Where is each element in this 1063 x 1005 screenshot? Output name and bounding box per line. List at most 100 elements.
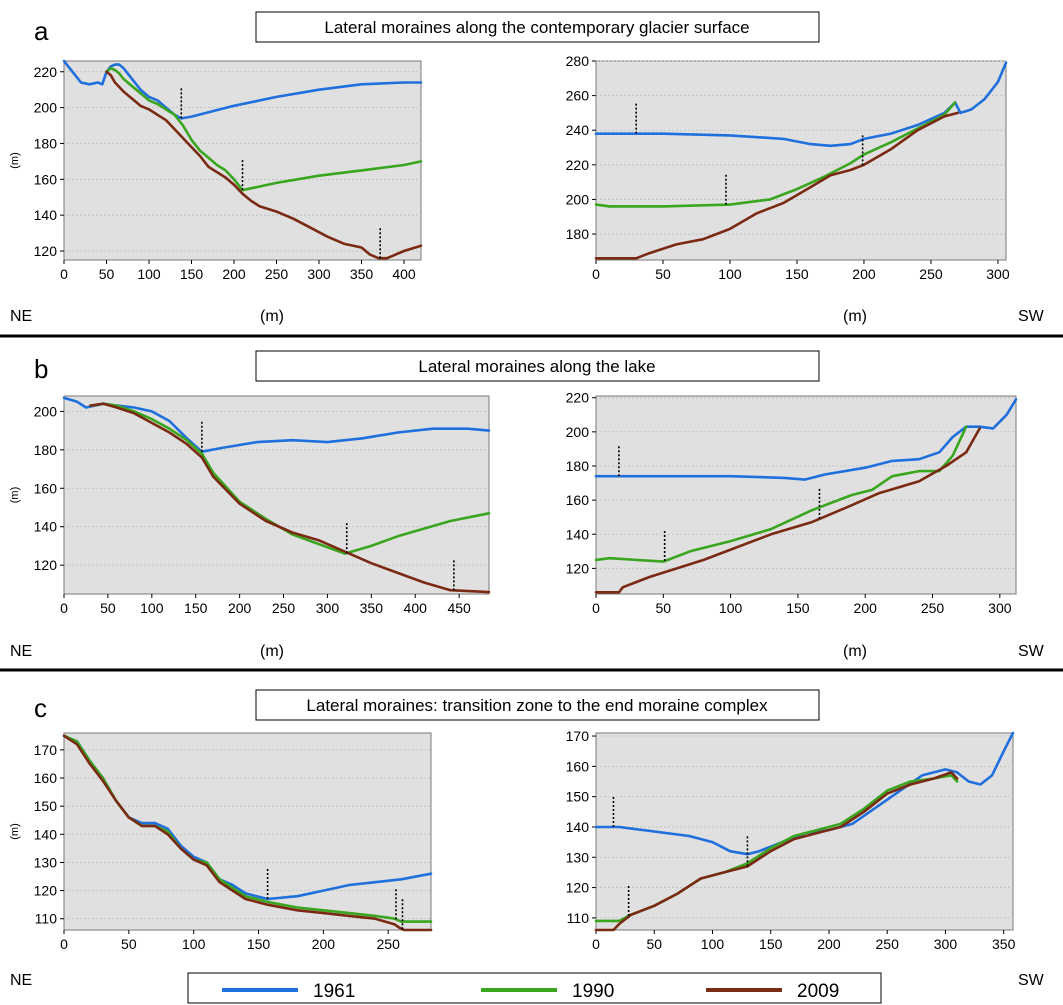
x-tick-label-b-ne: 150 [184,600,208,616]
x-axis-label-b-sw: (m) [843,643,867,660]
x-tick-label-b-ne: 350 [360,600,384,616]
series-line-1961-a-sw [594,61,1008,148]
x-tick-label-b-sw: 200 [854,600,878,616]
x-tick-label-a-sw: 250 [919,266,943,282]
x-tick-label-a-sw: 300 [986,266,1010,282]
y-tick-label-a-ne: 220 [34,64,58,80]
chart-b-sw: 120 140 160 180 200 220 0 50 100 150 200 250 300 (m) [566,390,1018,660]
y-tick-label-b-ne: 160 [34,480,58,496]
y-tick-label-a-sw: 180 [566,226,590,242]
series-line-2009-a-sw [594,111,960,260]
x-tick-label-b-ne: 400 [404,600,428,616]
x-tick-label-b-ne: 100 [140,600,164,616]
plot-area-c-sw [595,732,1014,931]
x-tick-label-b-sw: 150 [786,600,810,616]
direction-sw-c: SW [1018,972,1045,989]
y-tick-label-b-sw: 120 [566,560,590,576]
x-tick-label-c-sw: 300 [934,936,958,952]
series-line-1990-b-ne [89,402,491,555]
x-tick-label-c-ne: 0 [60,936,68,952]
panel-title-c: Lateral moraines: transition zone to the… [306,696,768,715]
x-tick-label-c-sw: 100 [701,936,725,952]
y-tick-label-c-sw: 160 [566,758,590,774]
chart-c-sw: 110 120 130 140 150 160 170 0 50 100 150 200 250 300 3… [566,728,1016,952]
plot-area-a-sw [595,60,1007,261]
series-line-1961-b-sw [594,398,1018,481]
x-tick-label-a-sw: 50 [655,266,671,282]
x-tick-label-b-ne: 450 [447,600,471,616]
direction-ne-b: NE [10,643,32,660]
series-line-1990-a-sw [594,101,957,208]
y-tick-label-c-ne: 140 [34,826,58,842]
legend-label-2009: 2009 [797,981,839,1002]
x-tick-label-c-ne: 50 [121,936,137,952]
x-tick-label-a-ne: 50 [99,266,115,282]
direction-sw-a: SW [1018,308,1045,325]
y-tick-label-c-ne: 160 [34,770,58,786]
panel-letter-c: c [34,693,47,723]
x-axis-label-b-ne: (m) [260,643,284,660]
x-tick-label-a-sw: 150 [785,266,809,282]
panel-title-b: Lateral moraines along the lake [418,357,655,376]
y-tick-label-c-sw: 150 [566,789,590,805]
y-tick-label-a-ne: 180 [34,135,58,151]
y-tick-label-b-sw: 140 [566,526,590,542]
x-axis-label-a-ne: (m) [260,308,284,325]
y-tick-label-a-sw: 280 [566,53,590,69]
x-tick-label-c-sw: 200 [817,936,841,952]
direction-sw-b: SW [1018,643,1045,660]
y-tick-label-c-ne: 120 [34,883,58,899]
y-tick-label-b-ne: 200 [34,403,58,419]
chart-a-ne: 120 140 160 180 200 220 0 50 100 150 200 250 300 350 4… [9,59,423,325]
x-tick-label-a-sw: 200 [852,266,876,282]
y-tick-label-b-ne: 120 [34,557,58,573]
x-tick-label-c-sw: 250 [876,936,900,952]
x-tick-label-a-ne: 250 [265,266,289,282]
y-tick-label-c-sw: 110 [567,910,590,926]
series-line-1961-a-ne [62,59,423,120]
x-tick-label-c-sw: 150 [759,936,783,952]
direction-ne-c: NE [10,972,32,989]
y-tick-label-a-ne: 140 [34,207,58,223]
x-tick-label-b-sw: 300 [988,600,1012,616]
x-tick-label-b-ne: 250 [272,600,296,616]
x-tick-label-a-ne: 400 [392,266,416,282]
series-line-1961-c-sw [594,731,1015,856]
y-tick-label-c-sw: 140 [566,819,590,835]
y-tick-label-a-ne: 160 [34,171,58,187]
x-tick-label-c-ne: 250 [377,936,401,952]
series-line-2009-c-ne [62,734,433,932]
chart-c-ne: 110 120 130 140 150 160 170 0 50 100 150 200 250 (m) [9,732,433,952]
y-tick-label-c-ne: 110 [35,911,58,927]
charts: 120 140 160 180 200 220 0 50 100 150 200 250 300 350 4… [9,53,1018,952]
y-tick-label-c-ne: 130 [34,854,58,870]
series-line-2009-c-sw [594,771,959,932]
x-tick-label-b-ne: 300 [316,600,340,616]
y-tick-label-c-sw: 130 [566,849,590,865]
series-line-2009-b-ne [89,402,491,594]
chart-a-sw: 180 200 220 240 260 280 0 50 100 150 200 250 300 (m) [566,53,1010,325]
series-line-1990-b-sw [594,425,968,563]
series-line-1990-a-ne [105,66,423,192]
y-tick-label-a-ne: 200 [34,100,58,116]
title-box-c [255,689,820,721]
legend-label-1990: 1990 [572,981,614,1002]
y-axis-label-c-ne: (m) [9,823,21,840]
x-tick-label-b-sw: 100 [719,600,743,616]
direction-ne-a: NE [10,308,32,325]
plot-area-b-ne [63,395,490,595]
x-tick-label-b-sw: 50 [656,600,672,616]
y-tick-label-a-sw: 260 [566,88,590,104]
x-tick-label-c-sw: 350 [992,936,1016,952]
y-tick-label-b-sw: 160 [566,492,590,508]
x-tick-label-b-ne: 200 [228,600,252,616]
y-tick-label-b-ne: 140 [34,519,58,535]
x-tick-label-a-sw: 0 [592,266,600,282]
x-tick-label-a-ne: 100 [137,266,161,282]
x-tick-label-b-ne: 50 [100,600,116,616]
y-tick-label-b-sw: 180 [566,458,590,474]
x-tick-label-c-ne: 200 [312,936,336,952]
x-tick-label-a-ne: 300 [307,266,331,282]
y-tick-label-a-sw: 200 [566,191,590,207]
y-tick-label-c-ne: 170 [34,742,58,758]
